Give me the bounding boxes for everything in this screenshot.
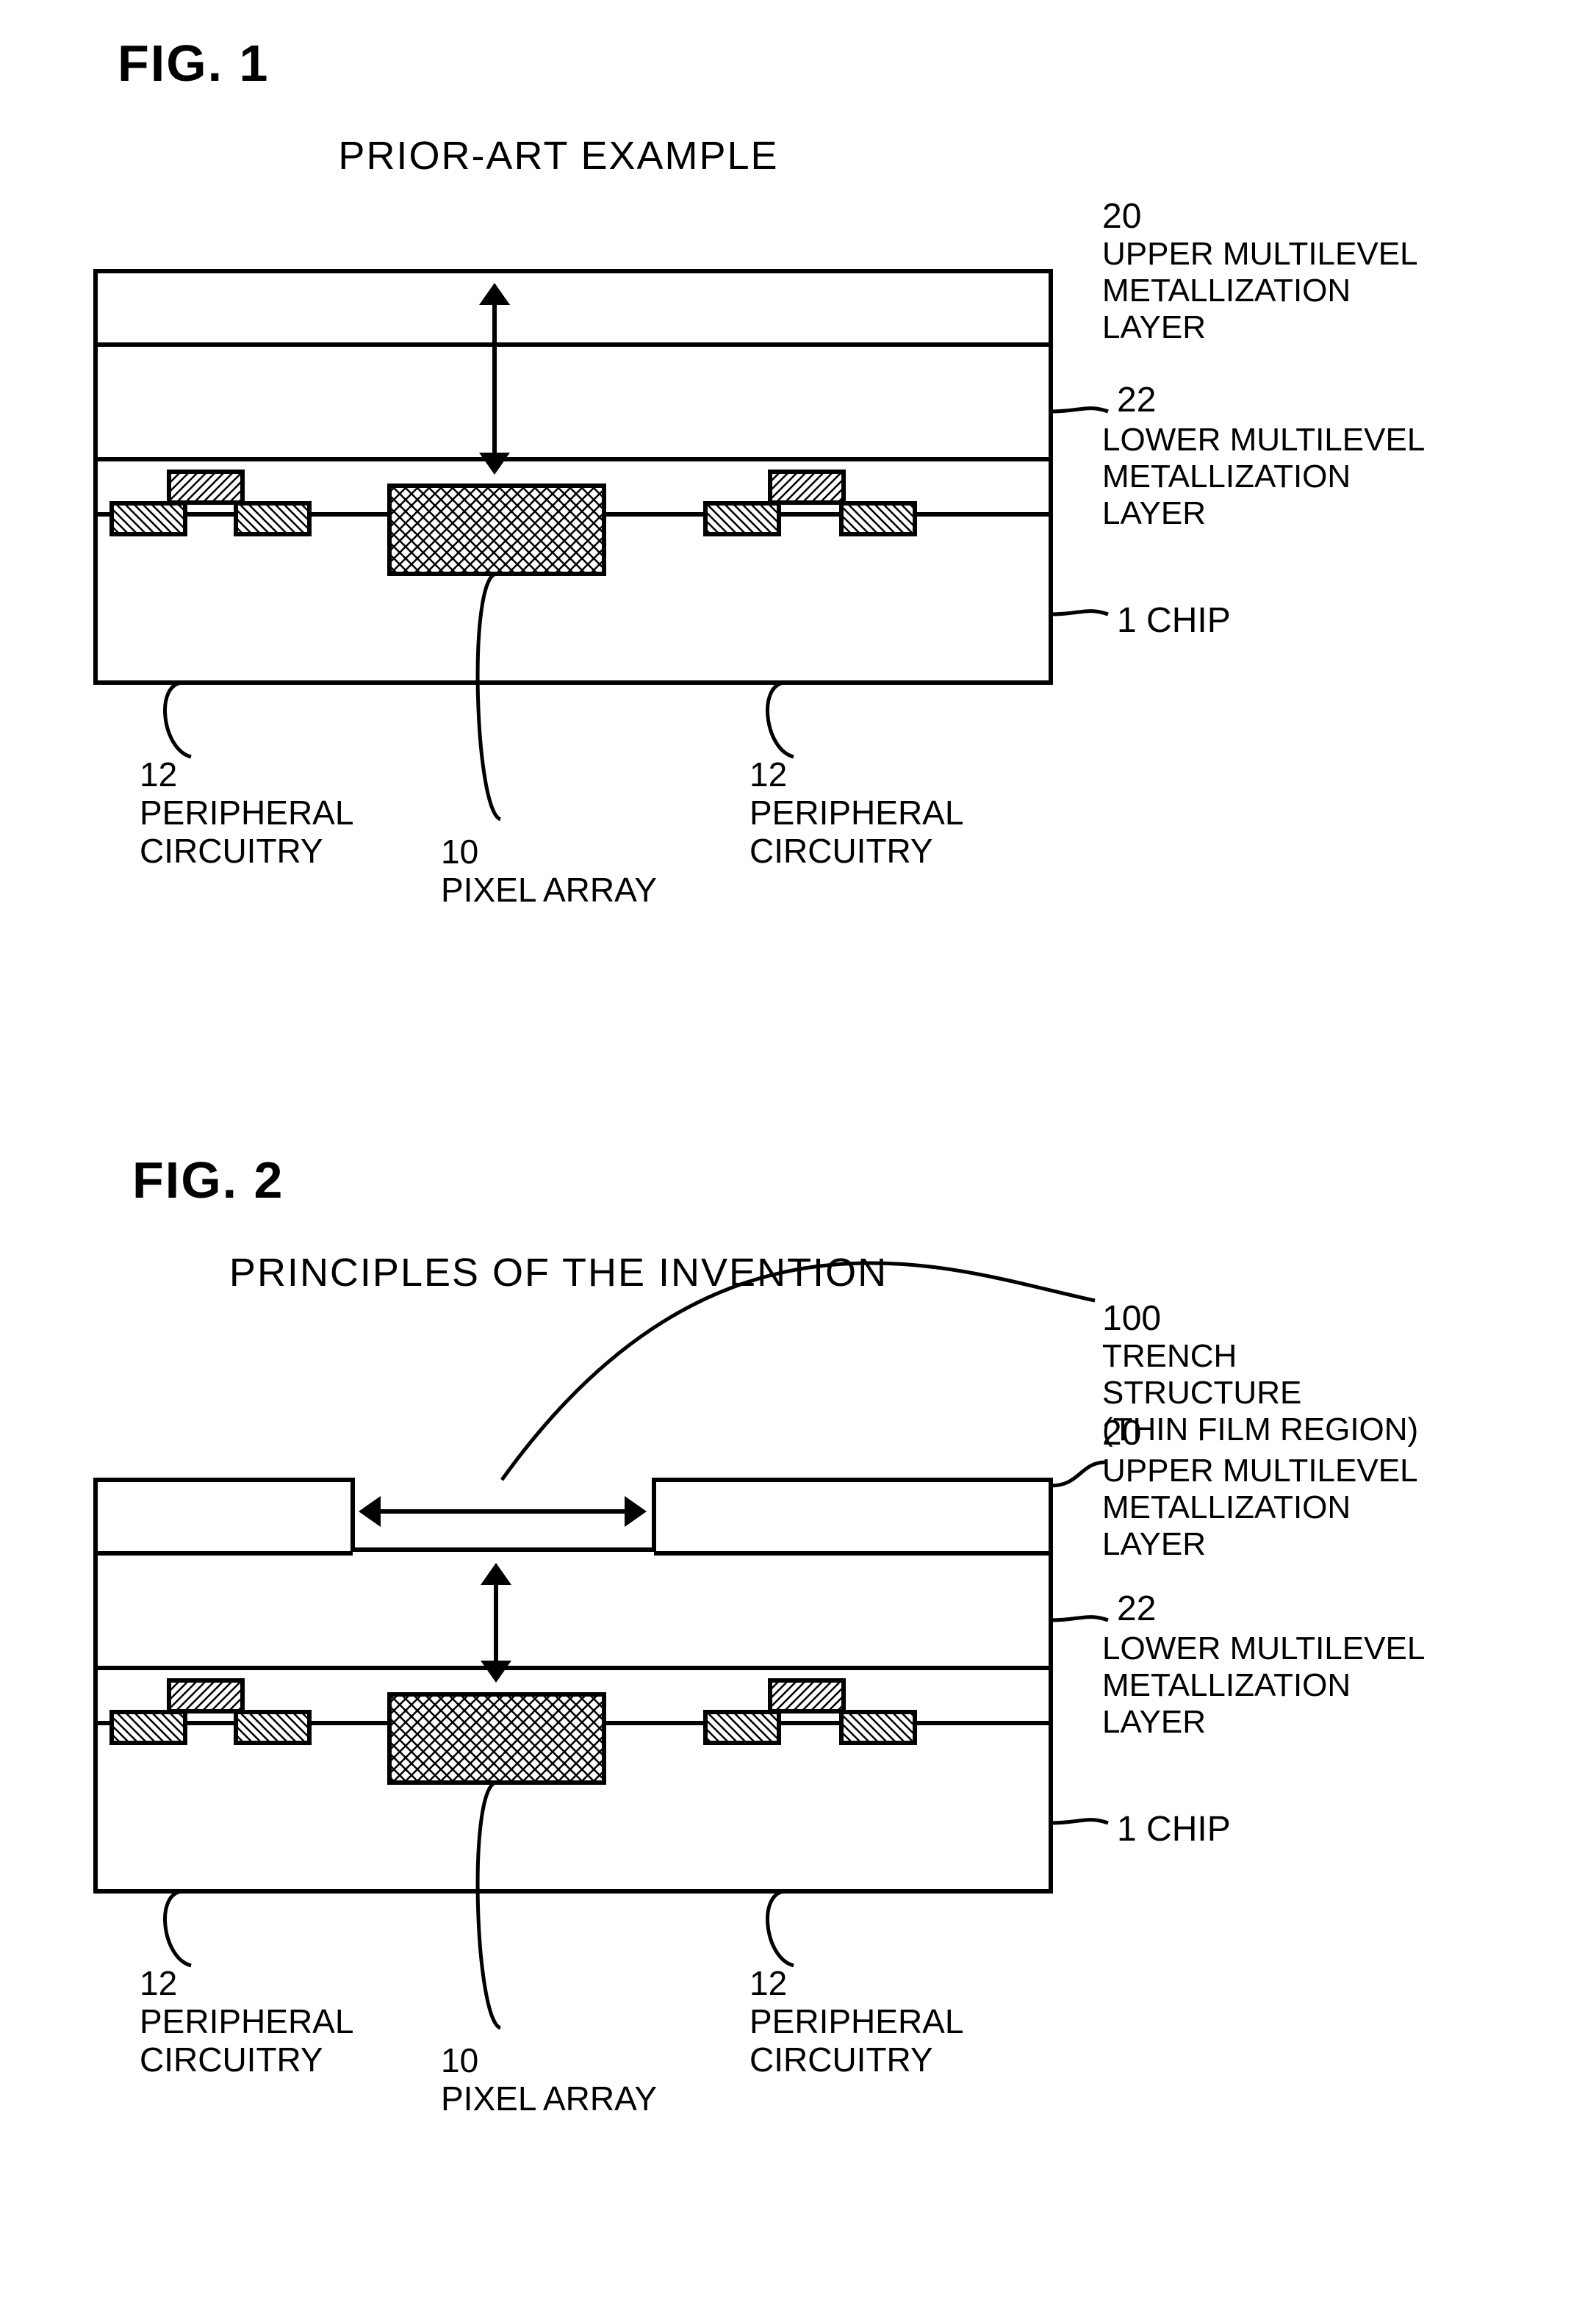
- fig2-label-10: 10: [441, 2041, 478, 2079]
- arrow-head: [481, 1563, 511, 1585]
- label-num: 12: [140, 755, 177, 794]
- label-line: CIRCUITRY: [750, 2040, 933, 2079]
- fig2-trench-text: TRENCH: [1102, 1338, 1237, 1374]
- label-num: 12: [750, 755, 787, 794]
- label-line: CIRCUITRY: [140, 2040, 323, 2079]
- fig1-subtitle: PRIOR-ART EXAMPLE: [338, 134, 778, 178]
- fig2-upper-metal: UPPER MULTILEVEL: [1102, 1453, 1418, 1489]
- fig2-lower-metal: METALLIZATION: [1102, 1667, 1351, 1703]
- pixel-array-region: [389, 1694, 604, 1783]
- diag-box-0: [112, 503, 185, 534]
- arrow-head: [479, 283, 510, 305]
- label-22: 22: [1117, 381, 1156, 420]
- fig2-trench-text: (THIN FILM REGION): [1102, 1412, 1418, 1448]
- fig2-trench-text: STRUCTURE: [1102, 1375, 1301, 1411]
- diag-box-1: [236, 1712, 309, 1743]
- peripheral-hatch-0: [169, 472, 242, 503]
- label-upper-metal: UPPER MULTILEVEL: [1102, 236, 1418, 272]
- leader-pixel: [478, 1783, 500, 2028]
- peripheral-hatch-0: [169, 1680, 242, 1711]
- leader-pixel: [478, 574, 500, 819]
- fig2-pixel-array: PIXEL ARRAY: [441, 2079, 657, 2118]
- label-line: PERIPHERAL: [140, 794, 353, 832]
- diag-box-3: [841, 503, 915, 534]
- leader-upper-metal: [1051, 1462, 1106, 1486]
- label-line: CIRCUITRY: [140, 832, 323, 870]
- fig2-title: FIG. 2: [132, 1151, 284, 1209]
- label-line: PERIPHERAL: [750, 794, 963, 832]
- fig2-label-22: 22: [1117, 1589, 1156, 1628]
- label-upper-metal: LAYER: [1102, 309, 1206, 345]
- label-pixel-array: PIXEL ARRAY: [441, 871, 657, 909]
- diag-box-2: [705, 1712, 779, 1743]
- arrow-head: [625, 1496, 647, 1527]
- label-line: CIRCUITRY: [750, 832, 933, 870]
- leader-hook: [768, 683, 794, 757]
- diag-box-2: [705, 503, 779, 534]
- arrow-head: [359, 1496, 381, 1527]
- leader-hook: [768, 1891, 794, 1966]
- leader-lower-22: [1051, 409, 1108, 411]
- fig2-chip: 1 CHIP: [1117, 1810, 1231, 1849]
- label-num: 12: [750, 1964, 787, 2002]
- fig2-upper-metal: METALLIZATION: [1102, 1489, 1351, 1525]
- label-chip: 1 CHIP: [1117, 601, 1231, 640]
- fig2-lower-metal: LAYER: [1102, 1704, 1206, 1740]
- leader-hook: [165, 683, 191, 757]
- leader-chip: [1051, 611, 1108, 614]
- leader-chip: [1051, 1820, 1108, 1823]
- peripheral-hatch-1: [770, 472, 844, 503]
- fig2-upper-metal: LAYER: [1102, 1526, 1206, 1562]
- label-lower-metal: METALLIZATION: [1102, 459, 1351, 495]
- leader-trench: [502, 1263, 1095, 1480]
- label-upper-metal: METALLIZATION: [1102, 273, 1351, 309]
- diag-box-3: [841, 1712, 915, 1743]
- diag-box-1: [236, 503, 309, 534]
- fig2-label-100: 100: [1102, 1299, 1161, 1338]
- arrow-head: [481, 1661, 511, 1683]
- fig1-title: FIG. 1: [118, 35, 269, 92]
- peripheral-hatch-1: [770, 1680, 844, 1711]
- label-line: PERIPHERAL: [140, 2002, 353, 2040]
- label-lower-metal: LAYER: [1102, 495, 1206, 531]
- label-20: 20: [1102, 197, 1141, 236]
- pixel-array-region: [389, 486, 604, 574]
- leader-lower-22: [1051, 1617, 1108, 1620]
- arrow-head: [479, 453, 510, 475]
- diag-box-0: [112, 1712, 185, 1743]
- fig2-lower-metal: LOWER MULTILEVEL: [1102, 1630, 1425, 1666]
- label-lower-metal: LOWER MULTILEVEL: [1102, 422, 1425, 458]
- label-line: PERIPHERAL: [750, 2002, 963, 2040]
- leader-hook: [165, 1891, 191, 1966]
- label-10: 10: [441, 833, 478, 871]
- label-num: 12: [140, 1964, 177, 2002]
